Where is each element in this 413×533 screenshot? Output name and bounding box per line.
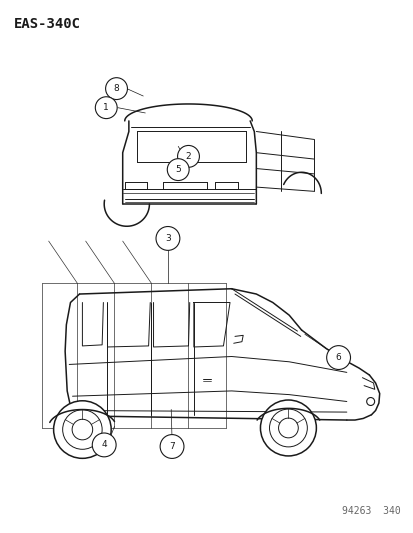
Circle shape [95, 97, 117, 119]
Circle shape [177, 146, 199, 167]
Circle shape [278, 418, 298, 438]
Text: EAS-340C: EAS-340C [14, 17, 81, 30]
Text: 5: 5 [175, 165, 180, 174]
Circle shape [326, 345, 350, 369]
Circle shape [260, 400, 316, 456]
Text: 1: 1 [103, 103, 109, 112]
Text: 3: 3 [165, 234, 171, 243]
Circle shape [167, 159, 189, 181]
Text: 94263  340: 94263 340 [341, 506, 399, 516]
Text: 2: 2 [185, 152, 191, 161]
Circle shape [92, 433, 116, 457]
Circle shape [366, 398, 374, 406]
Circle shape [156, 227, 179, 251]
Circle shape [54, 401, 111, 458]
Text: 8: 8 [114, 84, 119, 93]
Circle shape [160, 434, 183, 458]
Circle shape [72, 419, 93, 440]
Circle shape [105, 78, 127, 100]
Text: 4: 4 [101, 440, 107, 449]
Circle shape [269, 409, 306, 447]
Text: 7: 7 [169, 442, 175, 451]
Circle shape [62, 410, 102, 449]
Text: 6: 6 [335, 353, 341, 362]
